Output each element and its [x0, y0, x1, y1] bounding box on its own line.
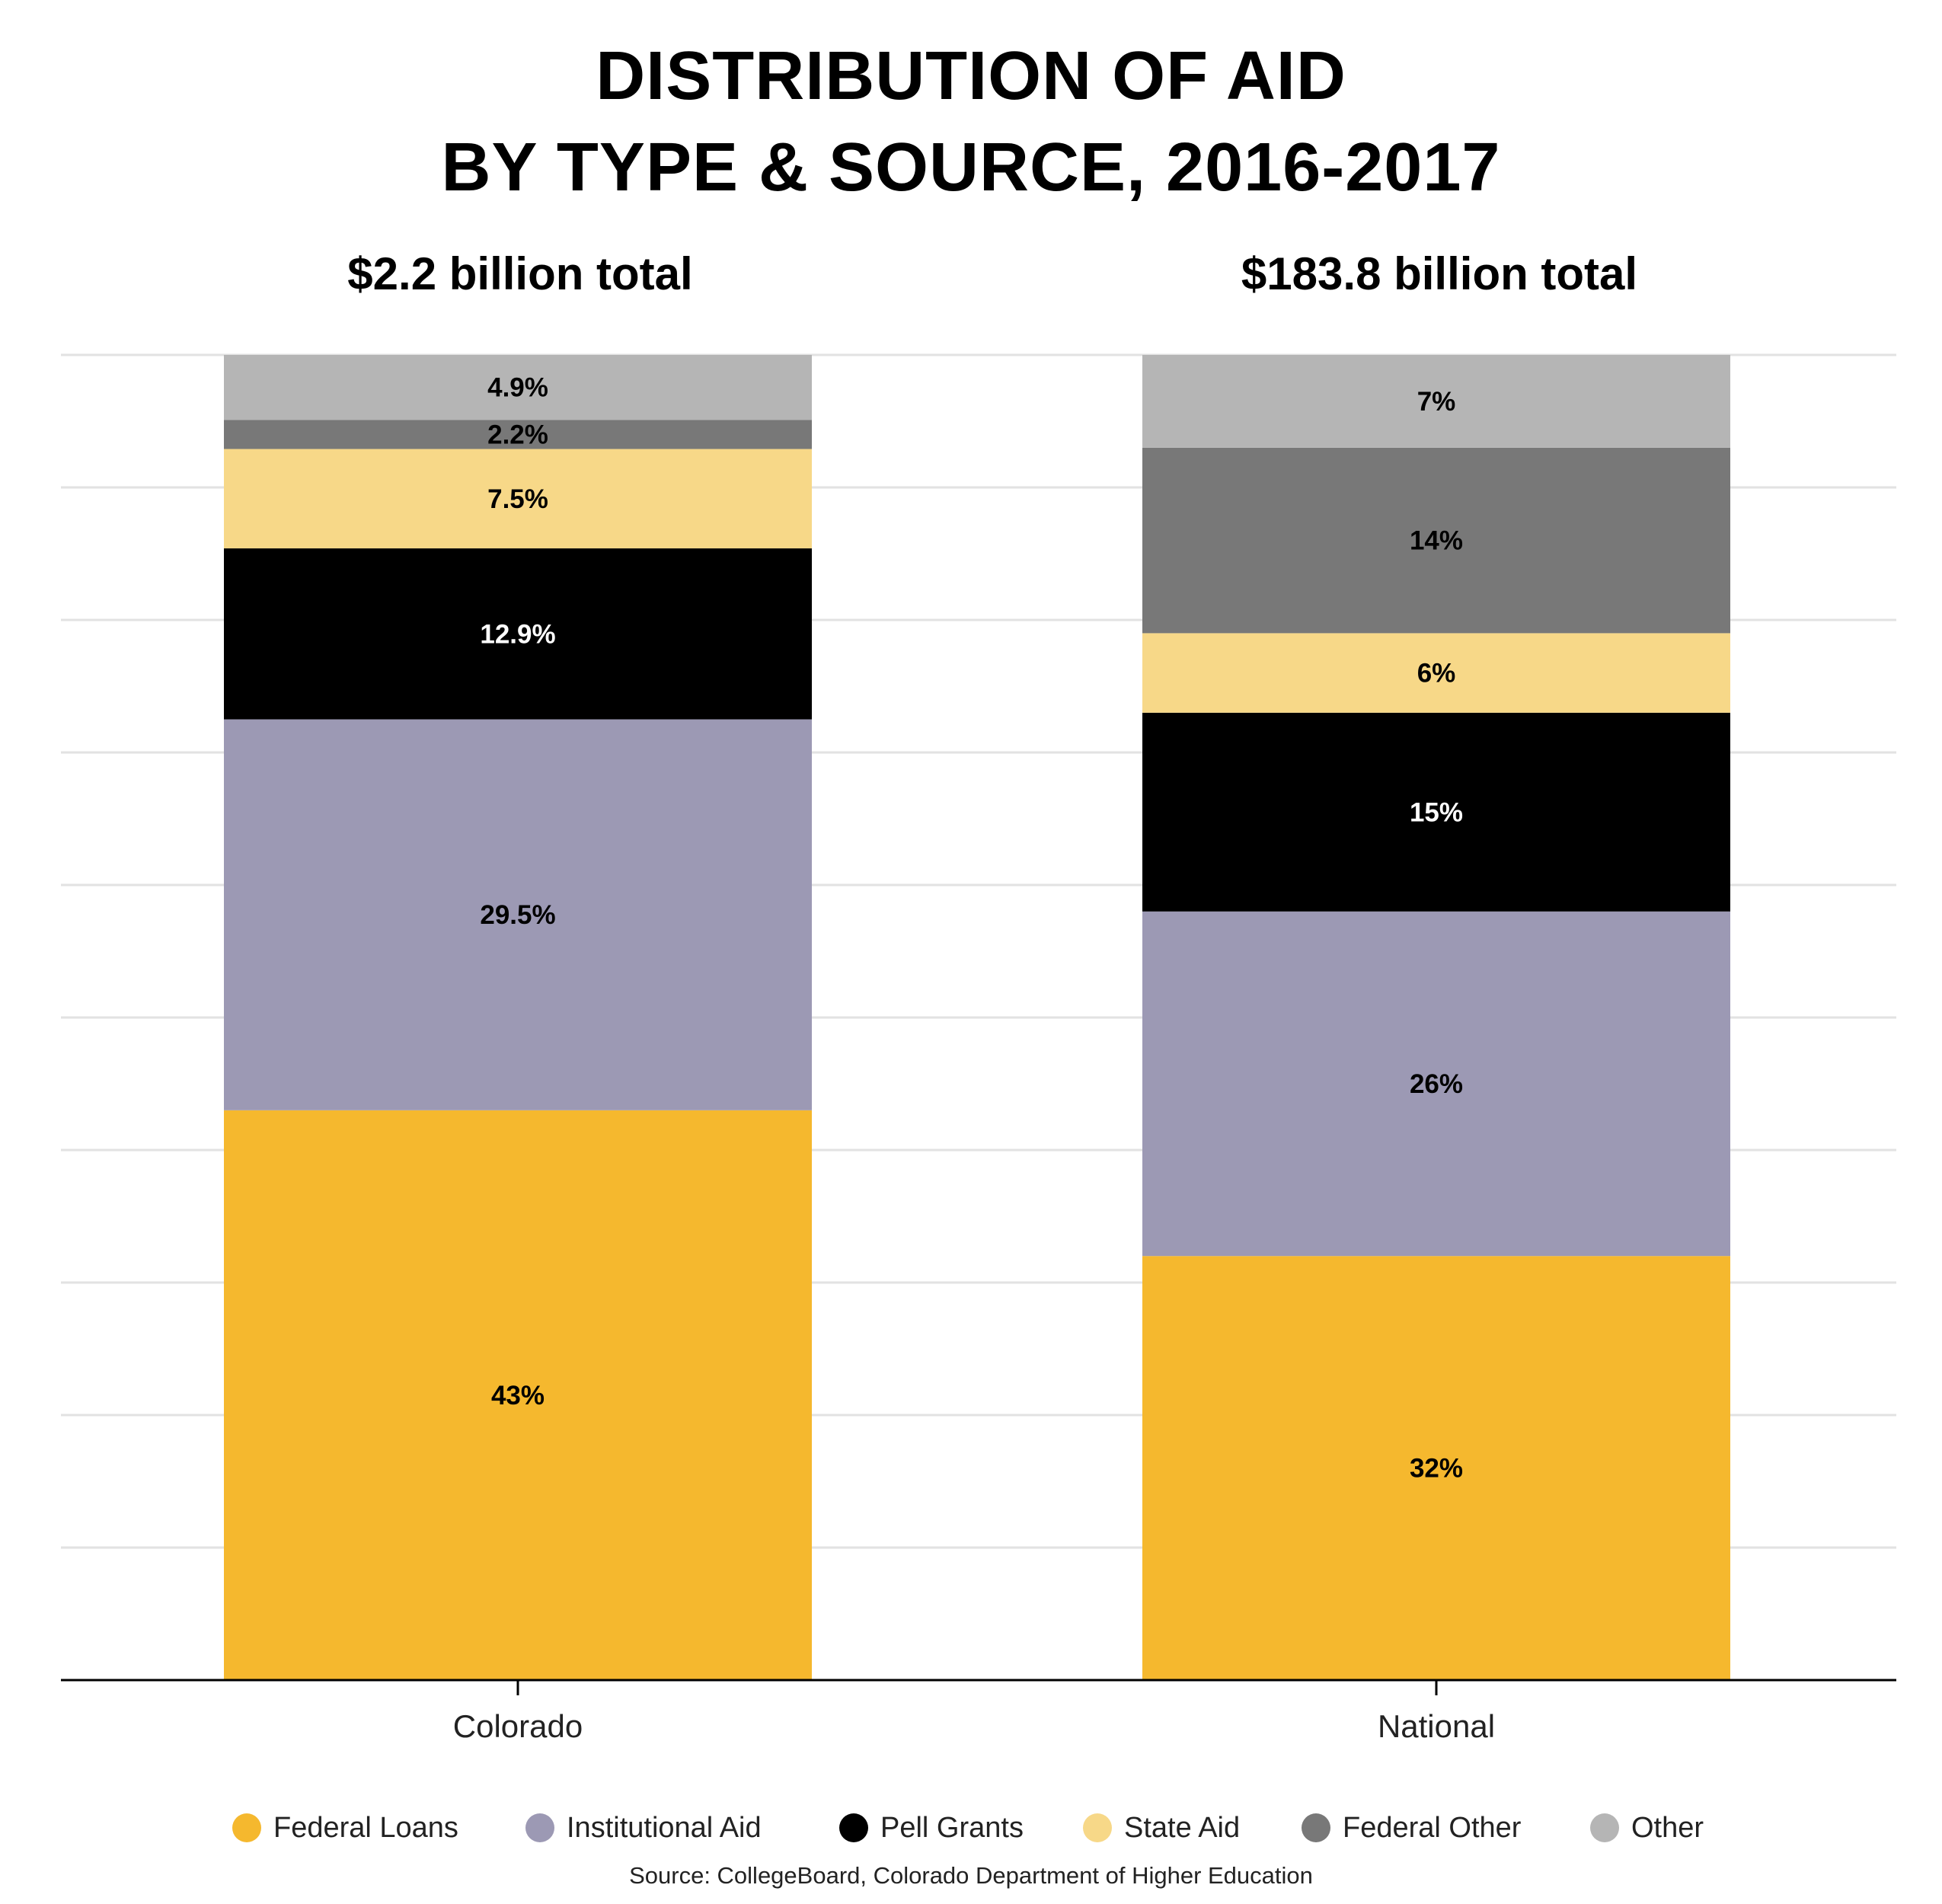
- bar-segment-national-federal-other: [1142, 447, 1730, 634]
- legend-label: Pell Grants: [880, 1811, 1024, 1844]
- bar-segment-colorado-other: [224, 355, 812, 420]
- bar-segment-national-institutional-aid: [1142, 911, 1730, 1257]
- bar-segment-national-federal-loans: [1142, 1256, 1730, 1680]
- data-label: 32%: [1410, 1454, 1463, 1484]
- chart-legend: Federal Loans Institutional Aid Pell Grant…: [0, 1801, 1942, 1854]
- data-label: 7.5%: [487, 484, 548, 514]
- legend-label: Federal Other: [1343, 1811, 1522, 1844]
- chart-title-line-2: BY TYPE & SOURCE, 2016-2017: [441, 129, 1501, 206]
- bar-segment-colorado-institutional-aid: [224, 719, 812, 1110]
- bar-segment-national-state-aid: [1142, 633, 1730, 713]
- legend-item-other: Other: [1590, 1801, 1704, 1854]
- data-label: 26%: [1410, 1069, 1463, 1099]
- legend-swatch: [1590, 1813, 1619, 1842]
- data-label: 6%: [1417, 659, 1456, 688]
- legend-item-state-aid: State Aid: [1083, 1801, 1240, 1854]
- legend-swatch: [839, 1813, 868, 1842]
- legend-swatch: [232, 1813, 261, 1842]
- data-label: 15%: [1410, 797, 1463, 827]
- chart-title-line-1: DISTRIBUTION OF AID: [596, 38, 1346, 114]
- legend-swatch: [525, 1813, 554, 1842]
- data-label: 12.9%: [480, 619, 555, 649]
- data-label: 29.5%: [480, 900, 555, 930]
- legend-label: Federal Loans: [273, 1811, 458, 1844]
- bar-segment-national-pell-grants: [1142, 712, 1730, 912]
- x-tick-label: Colorado: [453, 1708, 583, 1744]
- colorado-total-subtitle: $2.2 billion total: [347, 248, 693, 299]
- stacked-bar-chart: 43% 29.5% 12.9% 7.5% 2.2% 4.9% 32% 26% 15% 6% 14% 7…: [61, 353, 1896, 1744]
- legend-label: State Aid: [1124, 1811, 1241, 1844]
- data-label: 4.9%: [487, 373, 548, 403]
- legend-item-institutional-aid: Institutional Aid: [525, 1801, 762, 1854]
- bar-segment-colorado-pell-grants: [224, 548, 812, 720]
- data-label: 14%: [1410, 526, 1463, 556]
- legend-item-federal-loans: Federal Loans: [232, 1801, 458, 1854]
- x-tick-label: National: [1378, 1708, 1495, 1744]
- data-label: 43%: [491, 1381, 545, 1410]
- bar-segment-colorado-state-aid: [224, 449, 812, 549]
- legend-label: Other: [1631, 1811, 1704, 1844]
- legend-item-federal-other: Federal Other: [1302, 1801, 1521, 1854]
- legend-label: Institutional Aid: [567, 1811, 762, 1844]
- legend-item-pell-grants: Pell Grants: [839, 1801, 1024, 1854]
- national-total-subtitle: $183.8 billion total: [1241, 248, 1638, 299]
- bar-segment-colorado-federal-other: [224, 420, 812, 449]
- source-note: Source: CollegeBoard, Colorado Departmen…: [629, 1862, 1313, 1889]
- bar-segment-colorado-federal-loans: [224, 1110, 812, 1680]
- legend-swatch: [1302, 1813, 1330, 1842]
- bar-segment-national-other: [1142, 355, 1730, 448]
- data-label: 7%: [1417, 387, 1456, 417]
- data-label: 2.2%: [487, 420, 548, 449]
- legend-swatch: [1083, 1813, 1112, 1842]
